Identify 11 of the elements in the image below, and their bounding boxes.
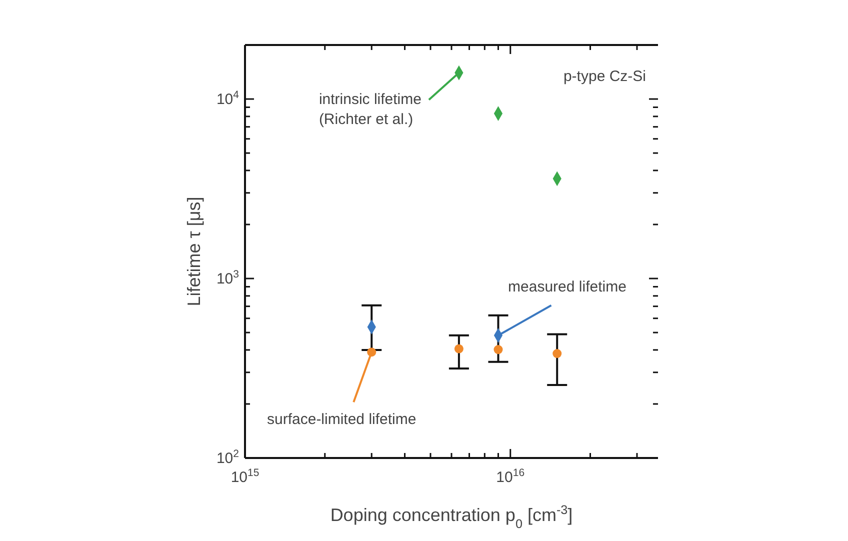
- y-axis-title: Lifetime τ [μs]: [184, 196, 204, 306]
- annotation: intrinsic lifetime (Richter et al.): [318, 90, 422, 128]
- y-tick-label: 10$^{2}$: [216, 448, 240, 467]
- annotation: surface-limited lifetime: [267, 411, 416, 428]
- annotation: p-type Cz-Si: [563, 68, 646, 85]
- x-tick-label: 10$^{16}$: [496, 467, 525, 486]
- x-tick-label: 10$^{15}$: [230, 467, 260, 486]
- y-tick-label: 10$^{3}$: [216, 268, 240, 288]
- x-axis-title: Doping concentration p$_{0}$ [cm$^{-3}$]: [330, 503, 573, 531]
- y-tick-label: 10$^{4}$: [216, 89, 240, 108]
- annotation: measured lifetime: [508, 278, 626, 296]
